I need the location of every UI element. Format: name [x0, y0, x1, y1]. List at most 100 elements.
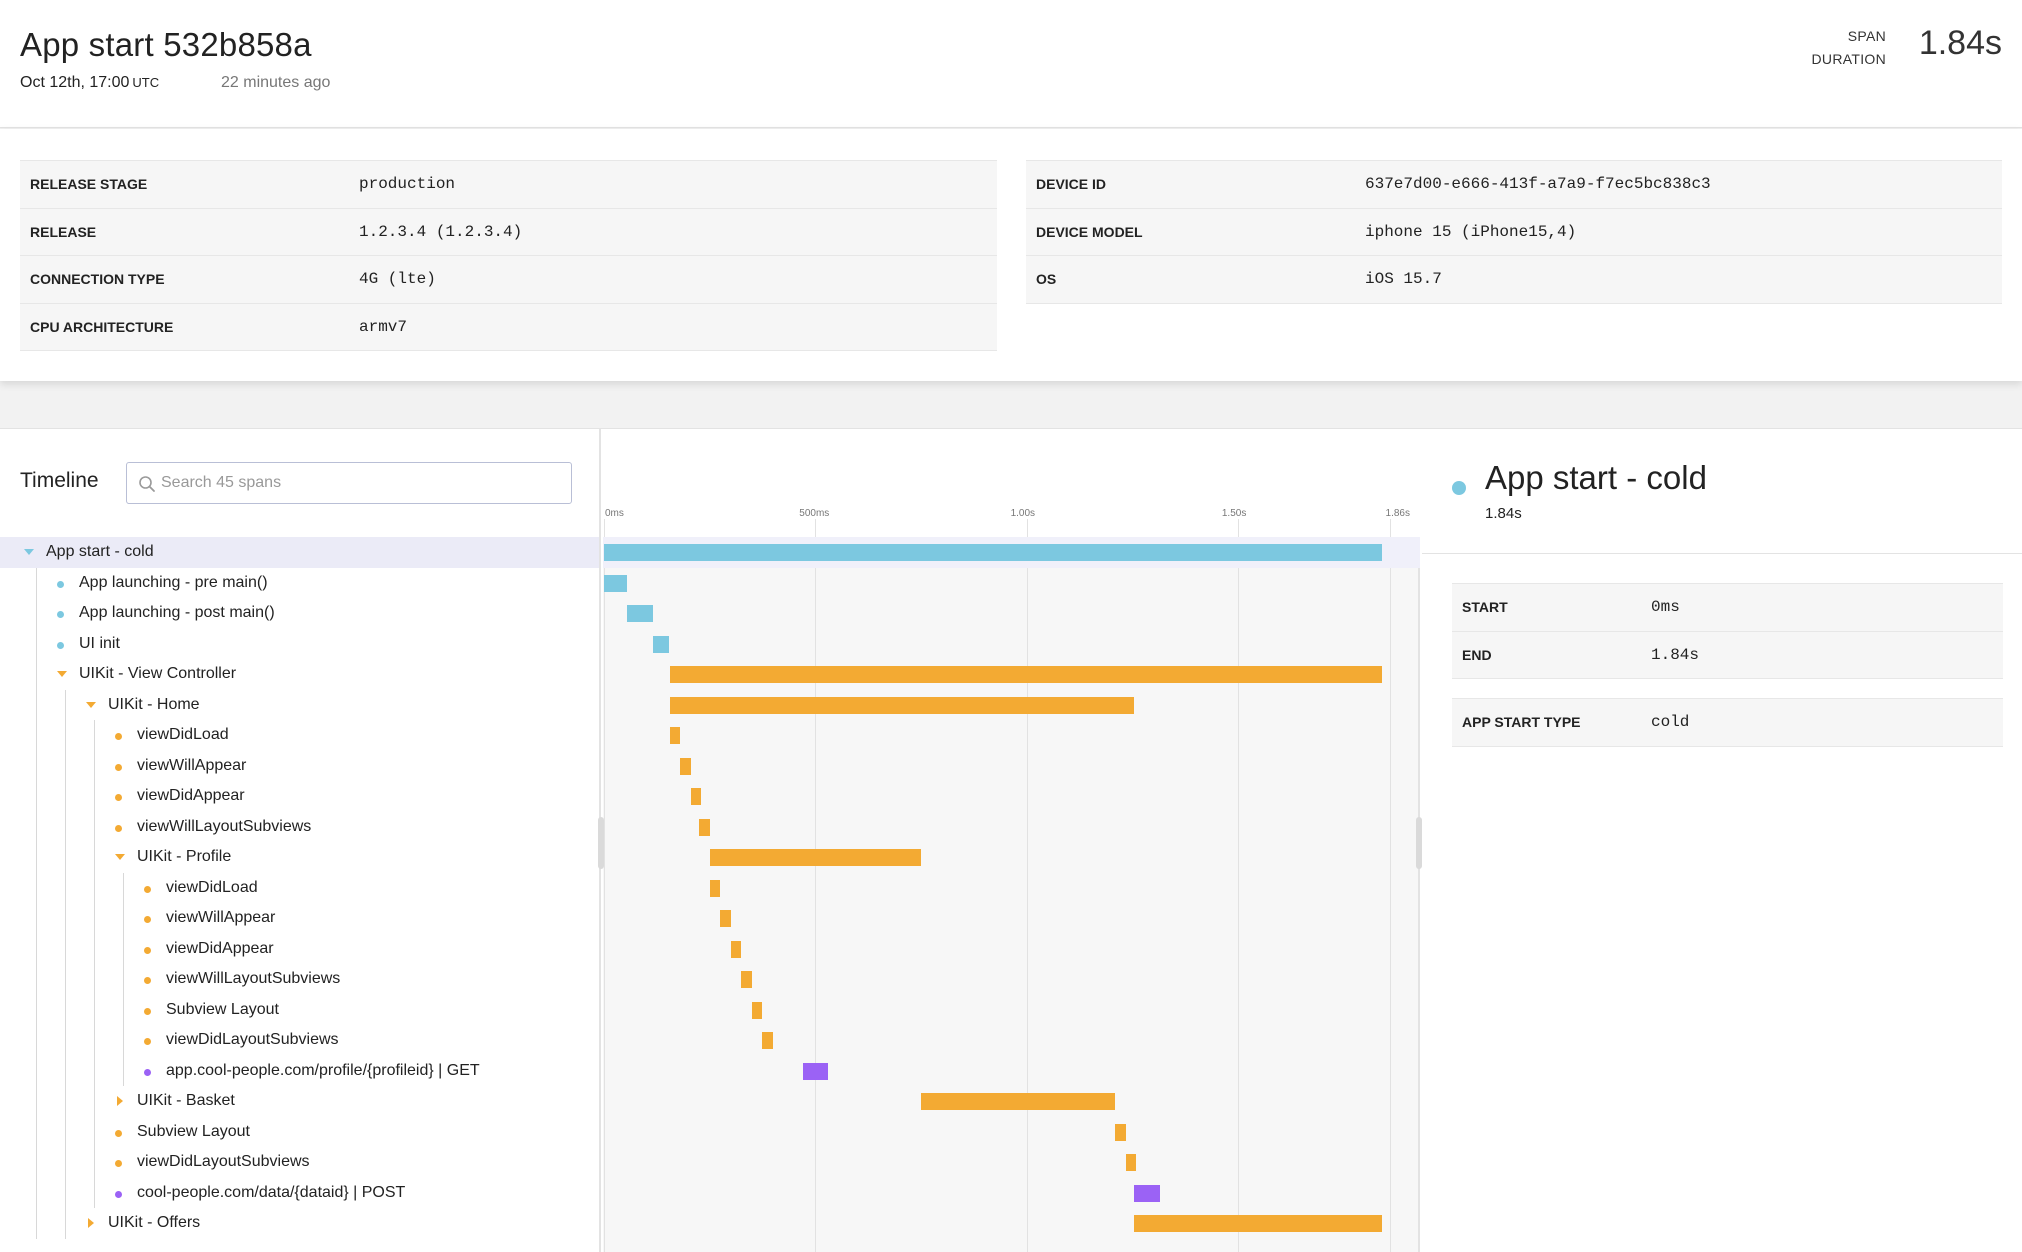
timeline-gridline	[1026, 519, 1028, 1252]
span-bar[interactable]	[699, 818, 710, 836]
span-search-box[interactable]	[126, 462, 572, 504]
span-name: viewDidLoad	[166, 878, 258, 896]
span-name: UIKit - Profile	[137, 848, 232, 865]
span-duration-label-line2: DURATION	[1811, 51, 1886, 67]
span-color-dot	[57, 611, 64, 618]
span-row[interactable]: viewWillAppear	[0, 903, 599, 934]
span-bar[interactable]	[669, 696, 1135, 714]
span-group-row[interactable]: UIKit - Offers	[0, 1208, 599, 1239]
span-row[interactable]: viewDidLayoutSubviews	[0, 1025, 599, 1056]
span-bar[interactable]	[1115, 1123, 1126, 1141]
span-bar[interactable]	[604, 574, 628, 592]
tree-resize-handle[interactable]	[598, 817, 604, 869]
span-group-row[interactable]: UIKit - Basket	[0, 1086, 599, 1117]
timeline-gridline	[815, 519, 817, 1252]
span-name: Subview Layout	[137, 1122, 250, 1140]
span-bar[interactable]	[709, 849, 921, 866]
caret-down-icon[interactable]	[55, 667, 69, 681]
span-name: viewWillAppear	[137, 756, 247, 774]
span-row[interactable]: App launching - pre main()	[0, 568, 599, 599]
span-color-dot	[144, 885, 151, 893]
span-group-row[interactable]: UIKit - Home	[0, 690, 599, 721]
detail-row: END 1.84s	[1452, 631, 2003, 679]
span-name: viewWillLayoutSubviews	[137, 817, 312, 835]
span-color-dot	[144, 1068, 151, 1076]
span-group-row[interactable]: App start - cold	[0, 537, 599, 568]
caret-down-icon[interactable]	[84, 698, 98, 712]
span-row[interactable]: viewWillLayoutSubviews	[0, 964, 599, 995]
metadata-value: iphone 15 (iPhone15,4)	[1365, 222, 1577, 241]
span-row[interactable]: viewWillLayoutSubviews	[0, 812, 599, 843]
timeline-tick-label: 1.50s	[1221, 508, 1247, 519]
span-name: viewDidLayoutSubviews	[137, 1153, 310, 1170]
span-row[interactable]: app.cool-people.com/profile/{profileid} …	[0, 1056, 599, 1087]
span-bar[interactable]	[1125, 1154, 1136, 1171]
span-color-dot	[57, 580, 64, 588]
span-bar[interactable]	[720, 910, 731, 927]
detail-resize-handle[interactable]	[1416, 817, 1422, 869]
span-bar[interactable]	[652, 635, 670, 653]
span-group-row[interactable]: UIKit - Profile	[0, 842, 599, 873]
span-bar[interactable]	[604, 544, 1382, 561]
span-row[interactable]: viewDidLayoutSubviews	[0, 1147, 599, 1178]
metadata-table-left: RELEASE STAGE production RELEASE 1.2.3.4…	[20, 160, 997, 351]
detail-value: 1.84s	[1651, 645, 1700, 664]
span-group-row[interactable]: UIKit - View Controller	[0, 659, 599, 690]
span-row[interactable]: Subview Layout	[0, 995, 599, 1026]
metadata-row: RELEASE 1.2.3.4 (1.2.3.4)	[20, 208, 997, 256]
span-name: viewDidAppear	[137, 787, 245, 804]
metadata-key: OS	[1036, 271, 1057, 288]
span-color-dot	[115, 763, 122, 771]
span-name: app.cool-people.com/profile/{profileid} …	[166, 1061, 480, 1079]
metadata-row: RELEASE STAGE production	[20, 161, 997, 209]
span-bar[interactable]	[741, 971, 752, 988]
span-row[interactable]: App launching - post main()	[0, 598, 599, 629]
span-bar[interactable]	[1134, 1215, 1382, 1232]
span-name: viewWillLayoutSubviews	[166, 970, 341, 987]
span-bar[interactable]	[669, 666, 1382, 683]
span-search-input[interactable]	[161, 463, 561, 503]
timeline-gridline	[1237, 519, 1239, 1252]
span-bar[interactable]	[627, 605, 653, 622]
span-bar[interactable]	[669, 727, 681, 744]
metadata-key: DEVICE MODEL	[1036, 223, 1143, 240]
span-row[interactable]: viewDidAppear	[0, 934, 599, 965]
span-row[interactable]: cool-people.com/data/{dataid} | POST	[0, 1178, 599, 1209]
span-row[interactable]: Subview Layout	[0, 1117, 599, 1148]
span-name: viewDidLoad	[137, 726, 229, 743]
span-bar[interactable]	[751, 1001, 763, 1019]
caret-down-icon[interactable]	[113, 850, 127, 864]
span-bar[interactable]	[920, 1093, 1116, 1110]
span-bar[interactable]	[762, 1032, 774, 1049]
metadata-table-right: DEVICE ID 637e7d00-e666-413f-a7a9-f7ec5b…	[1026, 160, 2002, 304]
span-name: UIKit - Home	[108, 695, 200, 713]
span-row[interactable]: viewDidAppear	[0, 781, 599, 812]
caret-right-icon[interactable]	[113, 1094, 127, 1108]
metadata-value: iOS 15.7	[1365, 270, 1442, 289]
caret-down-icon[interactable]	[22, 545, 36, 559]
span-row[interactable]: viewDidLoad	[0, 720, 599, 751]
span-bar[interactable]	[1134, 1184, 1160, 1202]
span-bar[interactable]	[690, 788, 701, 805]
span-bar[interactable]	[680, 757, 691, 775]
span-bar[interactable]	[802, 1062, 828, 1080]
span-row[interactable]: viewDidLoad	[0, 873, 599, 904]
span-bar[interactable]	[730, 940, 742, 958]
divider	[1422, 553, 2022, 554]
detail-key: START	[1462, 599, 1508, 616]
span-name: Subview Layout	[166, 1000, 279, 1018]
span-row[interactable]: UI init	[0, 629, 599, 660]
timeline-axis	[603, 429, 1420, 537]
metadata-row: CPU ARCHITECTURE armv7	[20, 303, 997, 351]
caret-right-icon[interactable]	[84, 1216, 98, 1230]
span-row[interactable]: viewWillAppear	[0, 751, 599, 782]
trace-main-area: Timeline App start - cold App launching -…	[0, 428, 2022, 1252]
span-name: UIKit - Offers	[108, 1214, 201, 1231]
page-title: App start 532b858a	[20, 26, 312, 63]
metadata-key: RELEASE	[30, 223, 97, 240]
detail-row: APP START TYPE cold	[1452, 699, 2003, 747]
span-detail-panel: App start - cold 1.84s START 0ms END 1.8…	[1422, 429, 2022, 1252]
span-bar[interactable]	[709, 879, 721, 897]
metadata-key: CPU ARCHITECTURE	[30, 318, 174, 335]
timeline-title: Timeline	[20, 469, 99, 492]
